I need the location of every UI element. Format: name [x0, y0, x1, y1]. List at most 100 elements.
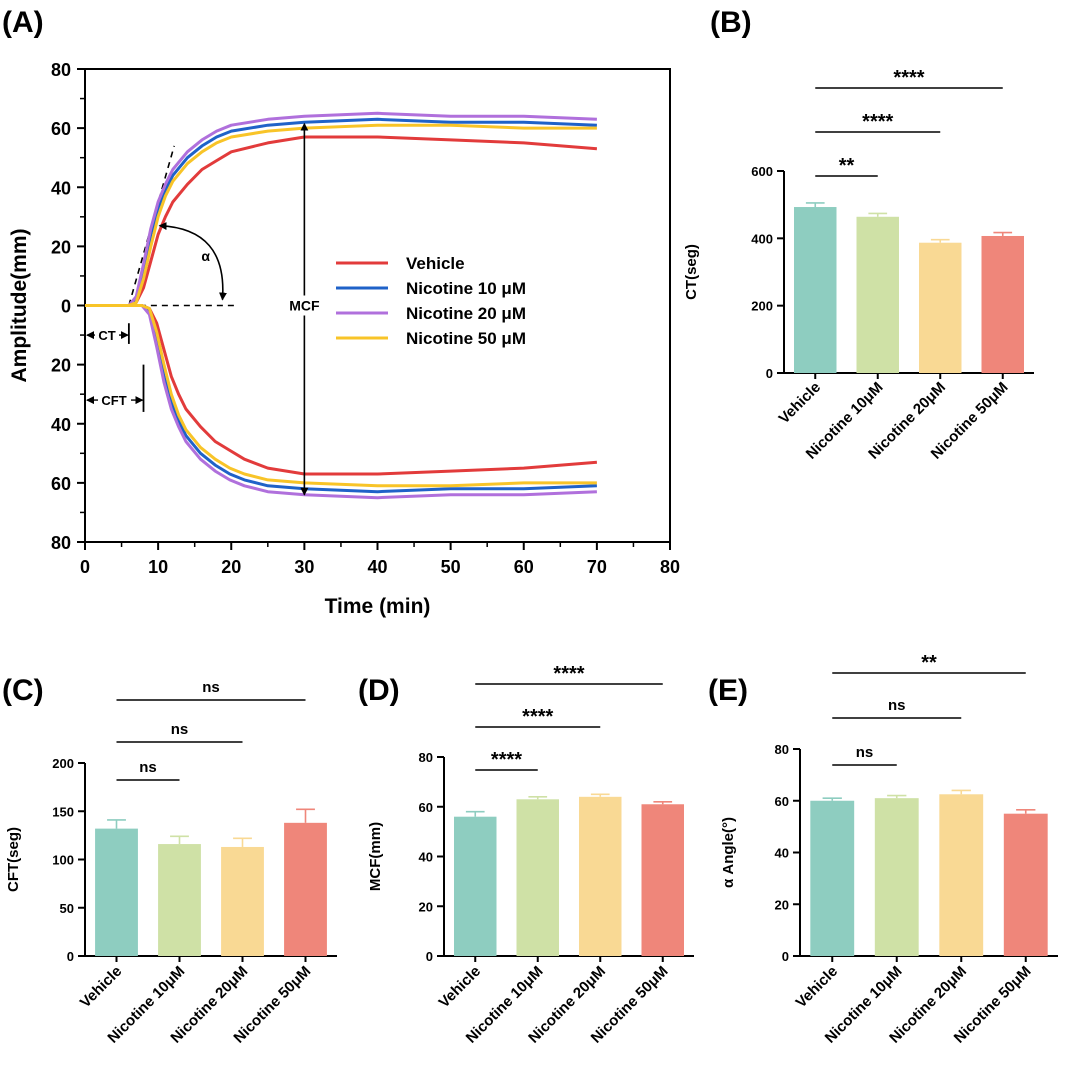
y-tick-label: 150 — [52, 804, 74, 819]
significance-label: ns — [171, 721, 189, 738]
curve-lower-2 — [85, 304, 597, 500]
ct-label-bg-a — [95, 327, 119, 344]
y-tick-label-a: 80 — [51, 533, 71, 553]
panel-label-c: (C) — [2, 674, 44, 707]
y-axis-title: CT(seg) — [683, 244, 700, 300]
y-tick-label: 0 — [782, 949, 789, 964]
significance-label: **** — [893, 67, 924, 89]
x-tick-label-a: 70 — [587, 557, 607, 577]
significance-label: ns — [856, 744, 874, 761]
bar-2 — [939, 794, 984, 956]
ct-label-a: CT — [98, 328, 115, 343]
bar-3 — [284, 822, 327, 956]
panel-label-a: (A) — [2, 6, 44, 39]
y-tick-label-a: 40 — [51, 178, 71, 198]
legend-label-0: Vehicle — [406, 254, 465, 273]
bar-3 — [641, 804, 684, 956]
significance-label: ** — [839, 155, 855, 177]
y-tick-label-a: 20 — [51, 237, 71, 257]
y-tick-label-a: 60 — [51, 474, 71, 494]
y-tick-label: 50 — [60, 901, 74, 916]
legend-label-2: Nicotine 20 μM — [406, 304, 526, 323]
bar-3 — [981, 235, 1024, 373]
bar-1 — [516, 799, 559, 956]
bar-1 — [158, 844, 201, 956]
significance-label: **** — [522, 706, 553, 728]
bar-0 — [454, 816, 497, 956]
y-axis-title: MCF(mm) — [367, 822, 384, 891]
mcf-label-a: MCF — [289, 298, 320, 314]
curve-upper-0 — [85, 135, 598, 307]
y-tick-label: 0 — [67, 949, 74, 964]
bar-0 — [810, 800, 855, 956]
significance-label: **** — [491, 749, 522, 771]
y-tick-label: 200 — [52, 756, 74, 771]
x-tick-label-a: 0 — [80, 557, 90, 577]
curve-lower-0 — [85, 304, 598, 476]
curve-upper-2 — [85, 111, 597, 307]
bar-1 — [856, 216, 899, 373]
y-tick-label: 0 — [426, 949, 433, 964]
significance-label: ** — [921, 652, 937, 674]
x-tick-label: Vehicle — [775, 379, 824, 428]
cft-label-a: CFT — [101, 393, 126, 408]
x-axis-title-a: Time (min) — [325, 595, 431, 618]
y-axis-title-a: Amplitude(mm) — [8, 229, 31, 383]
mcf-label-bg-a — [288, 295, 321, 316]
x-tick-label: Vehicle — [435, 963, 484, 1012]
bar-2 — [579, 796, 622, 956]
x-tick-label: Vehicle — [77, 963, 126, 1012]
curve-upper-3 — [85, 123, 597, 307]
significance-label: ns — [202, 679, 220, 696]
y-tick-label: 600 — [751, 164, 773, 179]
curve-lower-3 — [85, 304, 597, 488]
y-tick-label-a: 40 — [51, 415, 71, 435]
panel-label-b: (B) — [710, 6, 752, 39]
panel-label-e: (E) — [708, 674, 748, 707]
y-tick-label: 60 — [419, 800, 433, 815]
y-tick-label: 60 — [775, 794, 789, 809]
y-tick-label: 0 — [766, 366, 773, 381]
bar-1 — [874, 798, 919, 956]
significance-label: **** — [553, 663, 584, 685]
y-tick-label: 40 — [419, 850, 433, 865]
y-tick-label: 400 — [751, 231, 773, 246]
x-tick-label-a: 60 — [514, 557, 534, 577]
y-tick-label-a: 0 — [61, 297, 71, 317]
cft-label-bg-a — [98, 392, 131, 409]
significance-label: ns — [888, 697, 906, 714]
bar-2 — [919, 242, 962, 373]
y-tick-label: 20 — [775, 897, 789, 912]
legend-label-3: Nicotine 50 μM — [406, 329, 526, 348]
bar-0 — [95, 828, 138, 956]
y-axis-title: CFT(seg) — [5, 827, 22, 892]
y-tick-label: 80 — [775, 742, 789, 757]
bar-0 — [794, 207, 837, 373]
legend-label-1: Nicotine 10 μM — [406, 279, 526, 298]
x-tick-label-a: 80 — [660, 557, 680, 577]
y-tick-label: 80 — [419, 750, 433, 765]
y-tick-label-a: 80 — [51, 60, 71, 80]
x-tick-label-a: 30 — [294, 557, 314, 577]
significance-label: **** — [862, 111, 893, 133]
y-tick-label-a: 20 — [51, 356, 71, 376]
alpha-label-a: α — [201, 248, 210, 264]
x-tick-label-a: 10 — [148, 557, 168, 577]
y-axis-title: α Angle(°) — [720, 817, 737, 888]
y-tick-label: 100 — [52, 853, 74, 868]
chart-a: (A) 0 10 20 30 40 50 60 70 80 80 60 40 20 0 20 40 60 80 Tim… — [2, 6, 680, 618]
significance-label: ns — [139, 759, 157, 776]
x-tick-label-a: 40 — [367, 557, 387, 577]
y-tick-label-a: 60 — [51, 119, 71, 139]
y-tick-label: 20 — [419, 899, 433, 914]
panel-label-d: (D) — [358, 674, 400, 707]
x-tick-label-a: 20 — [221, 557, 241, 577]
curve-upper-1 — [85, 117, 597, 307]
bar-2 — [221, 846, 264, 956]
y-tick-label: 40 — [775, 846, 789, 861]
